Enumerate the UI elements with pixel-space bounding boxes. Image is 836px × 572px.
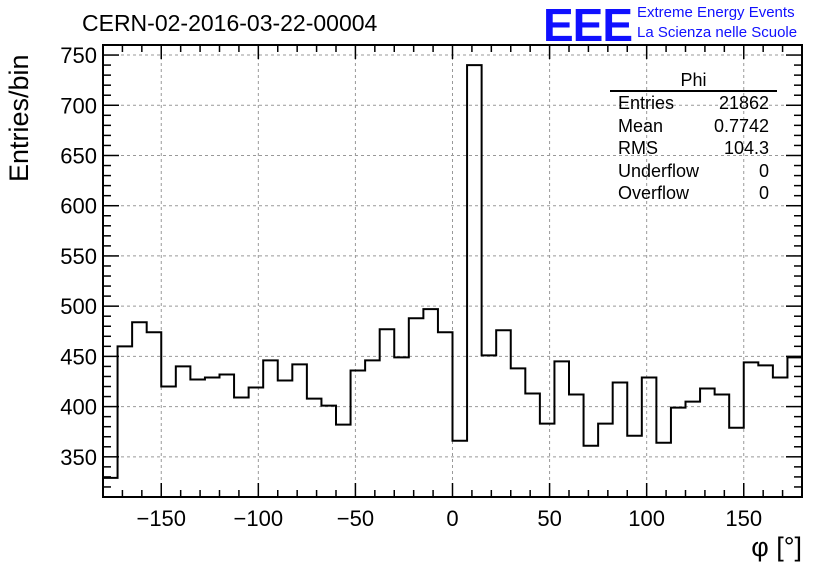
histogram-bin xyxy=(656,443,671,497)
stats-label: RMS xyxy=(618,138,658,158)
histogram-bin xyxy=(671,408,686,497)
histogram-bin xyxy=(234,398,249,497)
stats-value: 0.7742 xyxy=(713,115,769,136)
x-tick-label: −100 xyxy=(234,506,284,531)
histogram-bin xyxy=(584,446,599,497)
histogram-bin xyxy=(613,382,628,497)
x-axis-label: φ [°] xyxy=(751,532,802,562)
stats-box: Phi Entries 21862 Mean 0.7742 RMS 104.3 … xyxy=(610,70,777,205)
histogram-bin xyxy=(351,370,366,497)
histogram-bin xyxy=(394,357,409,497)
stats-label: Entries xyxy=(618,93,675,113)
chart-title: CERN-02-2016-03-22-00004 xyxy=(82,10,378,36)
histogram-bin xyxy=(321,406,336,497)
histogram-bin xyxy=(627,436,642,497)
histogram-bin xyxy=(336,425,351,497)
stats-label: Overflow xyxy=(618,183,690,203)
histogram-bin xyxy=(700,389,715,497)
stats-row-entries: Entries 21862 xyxy=(610,92,777,115)
histogram-bin xyxy=(380,329,395,497)
histogram-bin xyxy=(525,394,540,497)
stats-name: Phi xyxy=(610,70,777,92)
stats-label: Underflow xyxy=(618,160,700,181)
y-tick-label: 450 xyxy=(60,344,97,369)
histogram-outline xyxy=(103,64,803,479)
histogram-bin xyxy=(132,322,147,497)
y-tick-label: 600 xyxy=(60,194,97,219)
histogram-bin xyxy=(554,361,569,497)
eee-logo: EEE xyxy=(543,0,633,51)
y-tick-label: 500 xyxy=(60,294,97,319)
histogram-bin xyxy=(744,362,759,497)
stats-value: 0 xyxy=(758,160,769,181)
stats-row-overflow: Overflow 0 xyxy=(610,182,777,205)
x-tick-label: 50 xyxy=(537,506,561,531)
y-tick-label: 550 xyxy=(60,244,97,269)
y-tick-label: 750 xyxy=(60,43,97,68)
stats-value: 0 xyxy=(758,183,769,203)
stats-row-rms: RMS 104.3 xyxy=(610,137,777,160)
x-tick-label: −50 xyxy=(337,506,374,531)
histogram-bin xyxy=(292,364,307,497)
axis-ticks xyxy=(102,44,803,498)
histogram-bin xyxy=(569,395,584,497)
histogram-bin xyxy=(540,424,555,497)
stats-row-underflow: Underflow 0 xyxy=(610,160,777,183)
y-axis-label: Entries/bin xyxy=(4,54,34,182)
x-tick-label: −150 xyxy=(136,506,186,531)
histogram-bin xyxy=(249,388,264,497)
y-tick-label: 700 xyxy=(60,93,97,118)
histogram-bin xyxy=(365,360,380,497)
logo-line-1: Extreme Energy Events xyxy=(637,4,795,21)
histogram-bin xyxy=(453,441,468,497)
y-tick-label: 650 xyxy=(60,143,97,168)
histogram-bin xyxy=(423,309,438,497)
histogram-bin xyxy=(715,395,730,497)
histogram-bin xyxy=(496,330,511,497)
y-tick-label: 400 xyxy=(60,395,97,420)
histogram-bin xyxy=(438,332,453,497)
histogram-bin xyxy=(642,377,657,497)
histogram-bin xyxy=(482,355,497,497)
histogram-bin xyxy=(409,318,424,497)
histogram-bin xyxy=(118,346,133,497)
logo-line-2: La Scienza nelle Scuole xyxy=(637,24,798,41)
histogram-bin xyxy=(161,387,176,497)
stats-value: 21862 xyxy=(718,93,769,113)
y-axis-tick-labels: 350 400 450 500 550 600 650 700 750 xyxy=(60,43,97,470)
histogram-bin xyxy=(307,399,322,497)
histogram-bin xyxy=(176,366,191,497)
histogram-bin xyxy=(773,377,788,497)
stats-value: 104.3 xyxy=(723,138,769,158)
histogram-bin xyxy=(278,380,293,497)
histogram-bin xyxy=(511,368,526,497)
x-axis-tick-labels: −150 −100 −50 0 50 100 150 xyxy=(136,506,762,531)
histogram-bin xyxy=(758,365,773,497)
x-tick-label: 0 xyxy=(446,506,458,531)
histogram-bin xyxy=(263,360,278,497)
stats-row-mean: Mean 0.7742 xyxy=(610,115,777,138)
histogram-bin xyxy=(205,377,220,497)
x-tick-label: 150 xyxy=(725,506,762,531)
histogram-bin xyxy=(147,332,162,497)
histogram-bin xyxy=(220,374,235,497)
y-tick-label: 350 xyxy=(60,445,97,470)
x-tick-label: 100 xyxy=(628,506,665,531)
histogram-bin xyxy=(729,428,744,497)
histogram-bin xyxy=(686,402,701,497)
histogram-bin xyxy=(467,65,482,497)
histogram-bin xyxy=(598,424,613,497)
histogram-bin xyxy=(190,379,205,497)
stats-label: Mean xyxy=(618,115,664,136)
